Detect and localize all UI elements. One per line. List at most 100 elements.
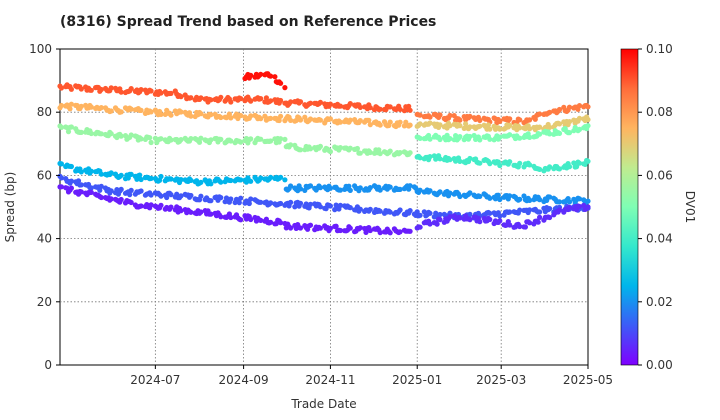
data-point-s5	[228, 138, 234, 144]
data-point-s11	[278, 220, 284, 226]
data-point-s8	[88, 168, 94, 174]
data-point-s6	[585, 123, 591, 129]
data-point-s10	[407, 208, 413, 214]
x-tick-label: 2024-07	[130, 373, 180, 387]
data-point-s0	[297, 99, 304, 105]
data-point-s4	[556, 121, 563, 127]
data-point-s11	[317, 225, 323, 231]
data-point-s3	[228, 115, 234, 121]
data-point-s9	[346, 183, 352, 189]
colorbar-tick-label: 0.00	[646, 358, 673, 372]
data-point-s9	[547, 194, 553, 200]
data-point-s7	[576, 160, 583, 166]
data-point-s11	[128, 199, 134, 206]
data-point-s3	[67, 106, 73, 112]
data-point-s2	[537, 111, 543, 117]
y-axis-ticks: 0 20 40 60 80 100	[29, 42, 60, 372]
data-point-s2	[447, 112, 453, 119]
data-point-s0	[198, 95, 204, 101]
data-point-s2	[576, 103, 583, 109]
data-point-s7	[517, 160, 523, 166]
data-point-s2	[457, 117, 463, 123]
data-point-s10	[127, 192, 133, 198]
data-point-s1	[268, 73, 274, 79]
data-point-s8	[168, 176, 174, 182]
data-point-s10	[497, 213, 503, 219]
data-point-s9	[377, 187, 383, 193]
data-point-s0	[228, 99, 234, 105]
data-point-s3	[118, 109, 124, 115]
data-point-s6	[576, 126, 583, 132]
data-point-s12	[477, 219, 483, 225]
data-point-s8	[128, 171, 134, 177]
data-point-s10	[288, 199, 294, 205]
data-point-s4	[537, 124, 543, 130]
data-point-s7	[477, 160, 483, 166]
data-point-s10	[118, 186, 124, 192]
data-point-s5	[327, 149, 333, 155]
data-point-s11	[357, 225, 363, 231]
data-point-s10	[75, 178, 82, 184]
data-point-s0	[178, 94, 184, 100]
data-points	[57, 71, 591, 236]
data-point-s0	[337, 103, 343, 109]
data-point-s10	[414, 209, 420, 215]
data-point-s10	[547, 206, 553, 212]
data-point-s7	[457, 158, 463, 164]
data-point-s11	[88, 189, 94, 195]
data-point-s10	[417, 212, 423, 218]
data-point-s10	[198, 193, 204, 199]
data-point-s3	[258, 116, 264, 122]
data-point-s9	[566, 199, 573, 205]
data-point-s5	[158, 136, 164, 142]
data-point-s12	[522, 224, 529, 230]
data-point-s2	[527, 117, 533, 123]
data-point-s12	[447, 214, 453, 220]
data-point-s7	[497, 162, 503, 169]
data-point-s10	[236, 200, 242, 206]
data-point-s0	[263, 95, 269, 101]
data-point-s10	[128, 187, 134, 193]
data-point-s3	[58, 102, 64, 109]
data-point-s9	[477, 193, 483, 199]
data-point-s10	[268, 200, 274, 206]
data-point-s9	[437, 189, 443, 195]
data-point-s0	[168, 90, 174, 96]
data-point-s0	[118, 89, 124, 95]
data-point-s0	[347, 101, 353, 107]
x-tick-label: 2025-01	[392, 373, 442, 387]
data-point-s11	[327, 225, 333, 231]
data-point-s5	[108, 131, 114, 137]
data-point-s8	[208, 181, 214, 187]
data-point-s0	[407, 107, 413, 113]
data-point-s7	[507, 159, 513, 165]
data-point-s5	[178, 137, 184, 143]
data-point-s3	[268, 115, 274, 121]
data-point-s10	[397, 207, 403, 213]
data-point-s8	[68, 163, 74, 170]
data-point-s9	[467, 190, 473, 196]
data-point-s0	[218, 94, 224, 100]
data-point-s10	[148, 192, 154, 198]
data-point-s8	[228, 177, 234, 184]
data-point-s8	[278, 174, 284, 180]
y-tick-label: 100	[29, 42, 52, 56]
data-point-s6	[487, 136, 493, 142]
data-point-s5	[297, 147, 304, 153]
data-point-s11	[297, 225, 304, 231]
data-point-s11	[347, 225, 353, 231]
data-point-s9	[337, 187, 343, 193]
data-point-s11	[148, 202, 154, 208]
data-point-s3	[168, 112, 174, 118]
data-point-s4	[467, 124, 473, 130]
data-point-s10	[437, 211, 443, 218]
data-point-s1	[248, 72, 254, 78]
data-point-s10	[68, 178, 74, 184]
y-tick-label: 60	[37, 168, 52, 182]
data-point-s6	[507, 132, 513, 138]
data-point-s10	[467, 211, 473, 217]
data-point-s4	[487, 126, 493, 132]
data-point-s2	[547, 109, 553, 115]
data-point-s10	[357, 206, 363, 212]
